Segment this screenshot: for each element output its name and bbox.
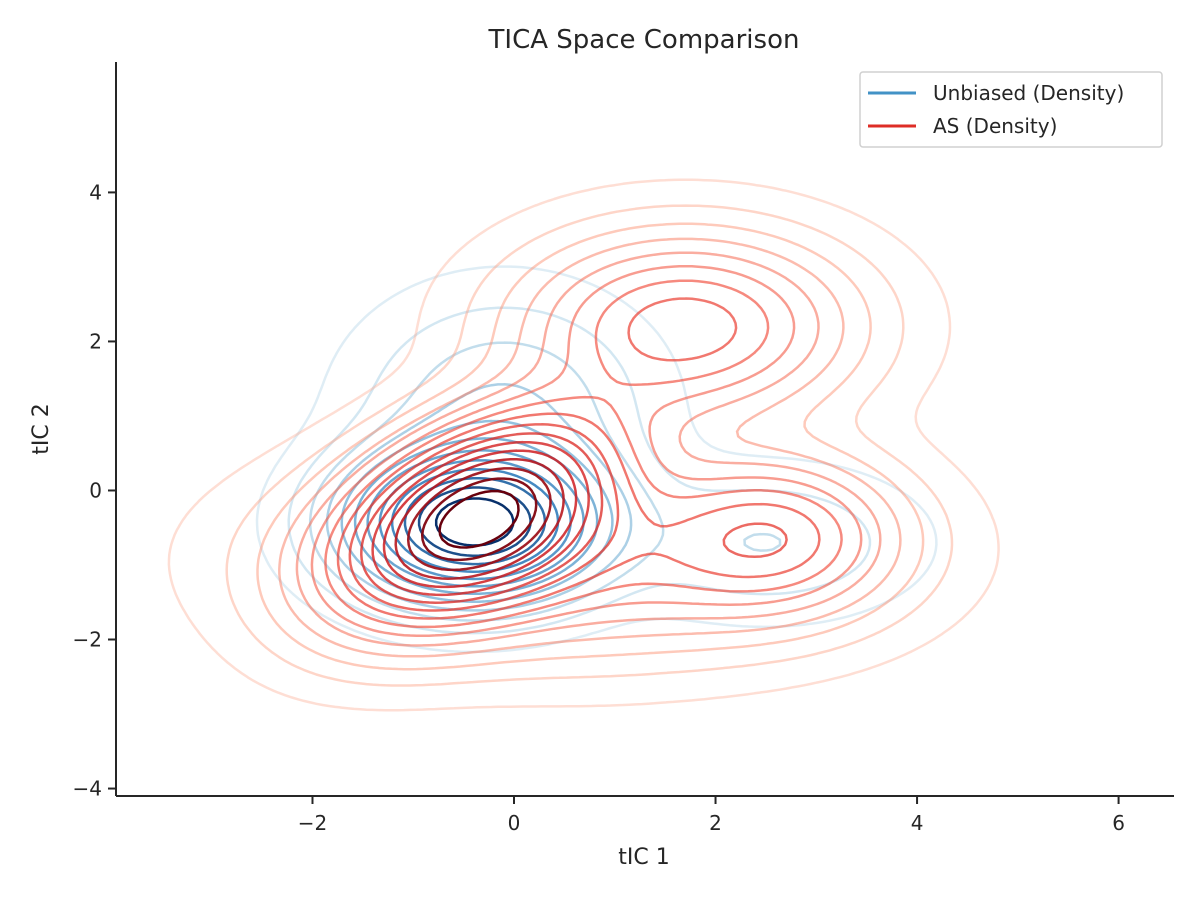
legend: Unbiased (Density) AS (Density) [859, 71, 1163, 148]
plot-area [167, 178, 1000, 712]
y-tick-label: 2 [89, 329, 102, 353]
x-tick-label: 4 [911, 811, 924, 835]
contour-line [406, 467, 552, 572]
contour-line [278, 237, 902, 658]
contour-line [438, 489, 520, 549]
legend-label-unbiased: Unbiased (Density) [933, 81, 1124, 105]
contour-line [360, 432, 604, 604]
y-tick-label: −2 [73, 628, 102, 652]
y-axis-label: tIC 2 [29, 403, 54, 454]
contour-series-1 [167, 178, 1000, 712]
x-tick-label: 2 [709, 811, 722, 835]
y-tick-label: 4 [89, 180, 102, 204]
contour-line [167, 178, 1000, 712]
x-tick-label: 6 [1112, 811, 1125, 835]
contour-line [394, 458, 565, 580]
x-axis-label: tIC 1 [618, 845, 669, 870]
x-tick-label: −2 [298, 811, 327, 835]
chart-title: TICA Space Comparison [488, 25, 800, 55]
contour-line [295, 251, 882, 647]
contour-layer [167, 178, 1000, 712]
y-tick-label: 0 [89, 478, 102, 502]
contour-line [256, 222, 925, 671]
y-tick-label: −4 [73, 777, 102, 801]
y-axis-ticks: −4 −2 0 2 4 [73, 180, 116, 801]
contour-line [336, 297, 821, 620]
contour-line [225, 204, 954, 687]
contour-line [324, 279, 843, 629]
contour-line [434, 497, 515, 547]
contour-line [348, 423, 788, 612]
x-axis-ticks: −2 0 2 4 6 [298, 796, 1125, 835]
x-tick-label: 0 [508, 811, 521, 835]
contour-line [420, 477, 538, 562]
legend-box [859, 71, 1163, 148]
contour-line [382, 449, 578, 589]
legend-label-as: AS (Density) [933, 114, 1057, 138]
contour-line [310, 264, 863, 638]
contour-line [371, 440, 590, 597]
